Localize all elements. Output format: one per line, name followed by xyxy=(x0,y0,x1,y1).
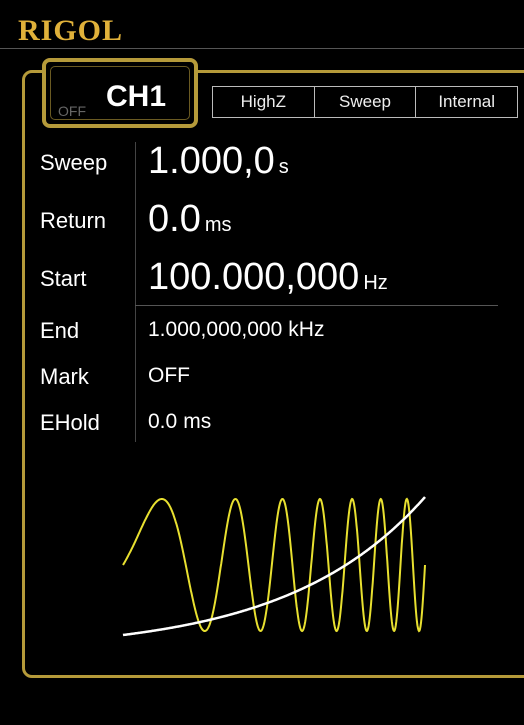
channel-name: CH1 xyxy=(106,80,167,113)
unit-text: s xyxy=(278,156,289,178)
brand: RIGOL xyxy=(18,14,124,47)
sweep-curve xyxy=(122,496,426,637)
tab[interactable]: Internal xyxy=(415,87,517,117)
value-text: OFF xyxy=(148,364,190,387)
param-label[interactable]: Sweep xyxy=(40,150,108,175)
divider xyxy=(135,142,136,442)
divider xyxy=(0,48,524,49)
channel-state: OFF xyxy=(58,103,86,119)
param-value[interactable]: OFF xyxy=(148,364,190,388)
param-value[interactable]: 1.000,0 s xyxy=(148,140,289,183)
channel-tab-inner xyxy=(50,66,190,120)
unit-text: ms xyxy=(204,214,232,236)
param-value[interactable]: 100.000,000 Hz xyxy=(148,256,388,299)
value-text: 0.0 xyxy=(148,410,178,433)
tab[interactable]: HighZ xyxy=(240,92,287,111)
tab-bar: HighZ Sweep Internal xyxy=(212,86,518,118)
param-label[interactable]: Mark xyxy=(40,364,89,389)
unit-text: ms xyxy=(183,410,212,433)
param-label[interactable]: Return xyxy=(40,208,107,233)
param-label[interactable]: End xyxy=(40,318,80,343)
param-value[interactable]: 0.0 ms xyxy=(148,410,211,434)
value-text: 0.0 xyxy=(148,198,201,240)
divider xyxy=(135,305,498,306)
panel-frame xyxy=(22,70,524,678)
unit-text: Hz xyxy=(363,272,388,294)
value-text: 1.000,0 xyxy=(148,140,275,182)
sine-wave xyxy=(122,497,426,633)
param-value[interactable]: 0.0 ms xyxy=(148,198,232,241)
param-label[interactable]: EHold xyxy=(40,410,100,435)
value-text: 1.000,000,000 xyxy=(148,318,283,341)
param-value[interactable]: 1.000,000,000 kHz xyxy=(148,318,324,342)
value-text: 100.000,000 xyxy=(148,256,360,298)
channel-tab[interactable] xyxy=(42,58,198,128)
tab[interactable]: Sweep xyxy=(313,87,416,117)
param-label[interactable]: Start xyxy=(40,266,87,291)
unit-text: kHz xyxy=(288,318,325,341)
